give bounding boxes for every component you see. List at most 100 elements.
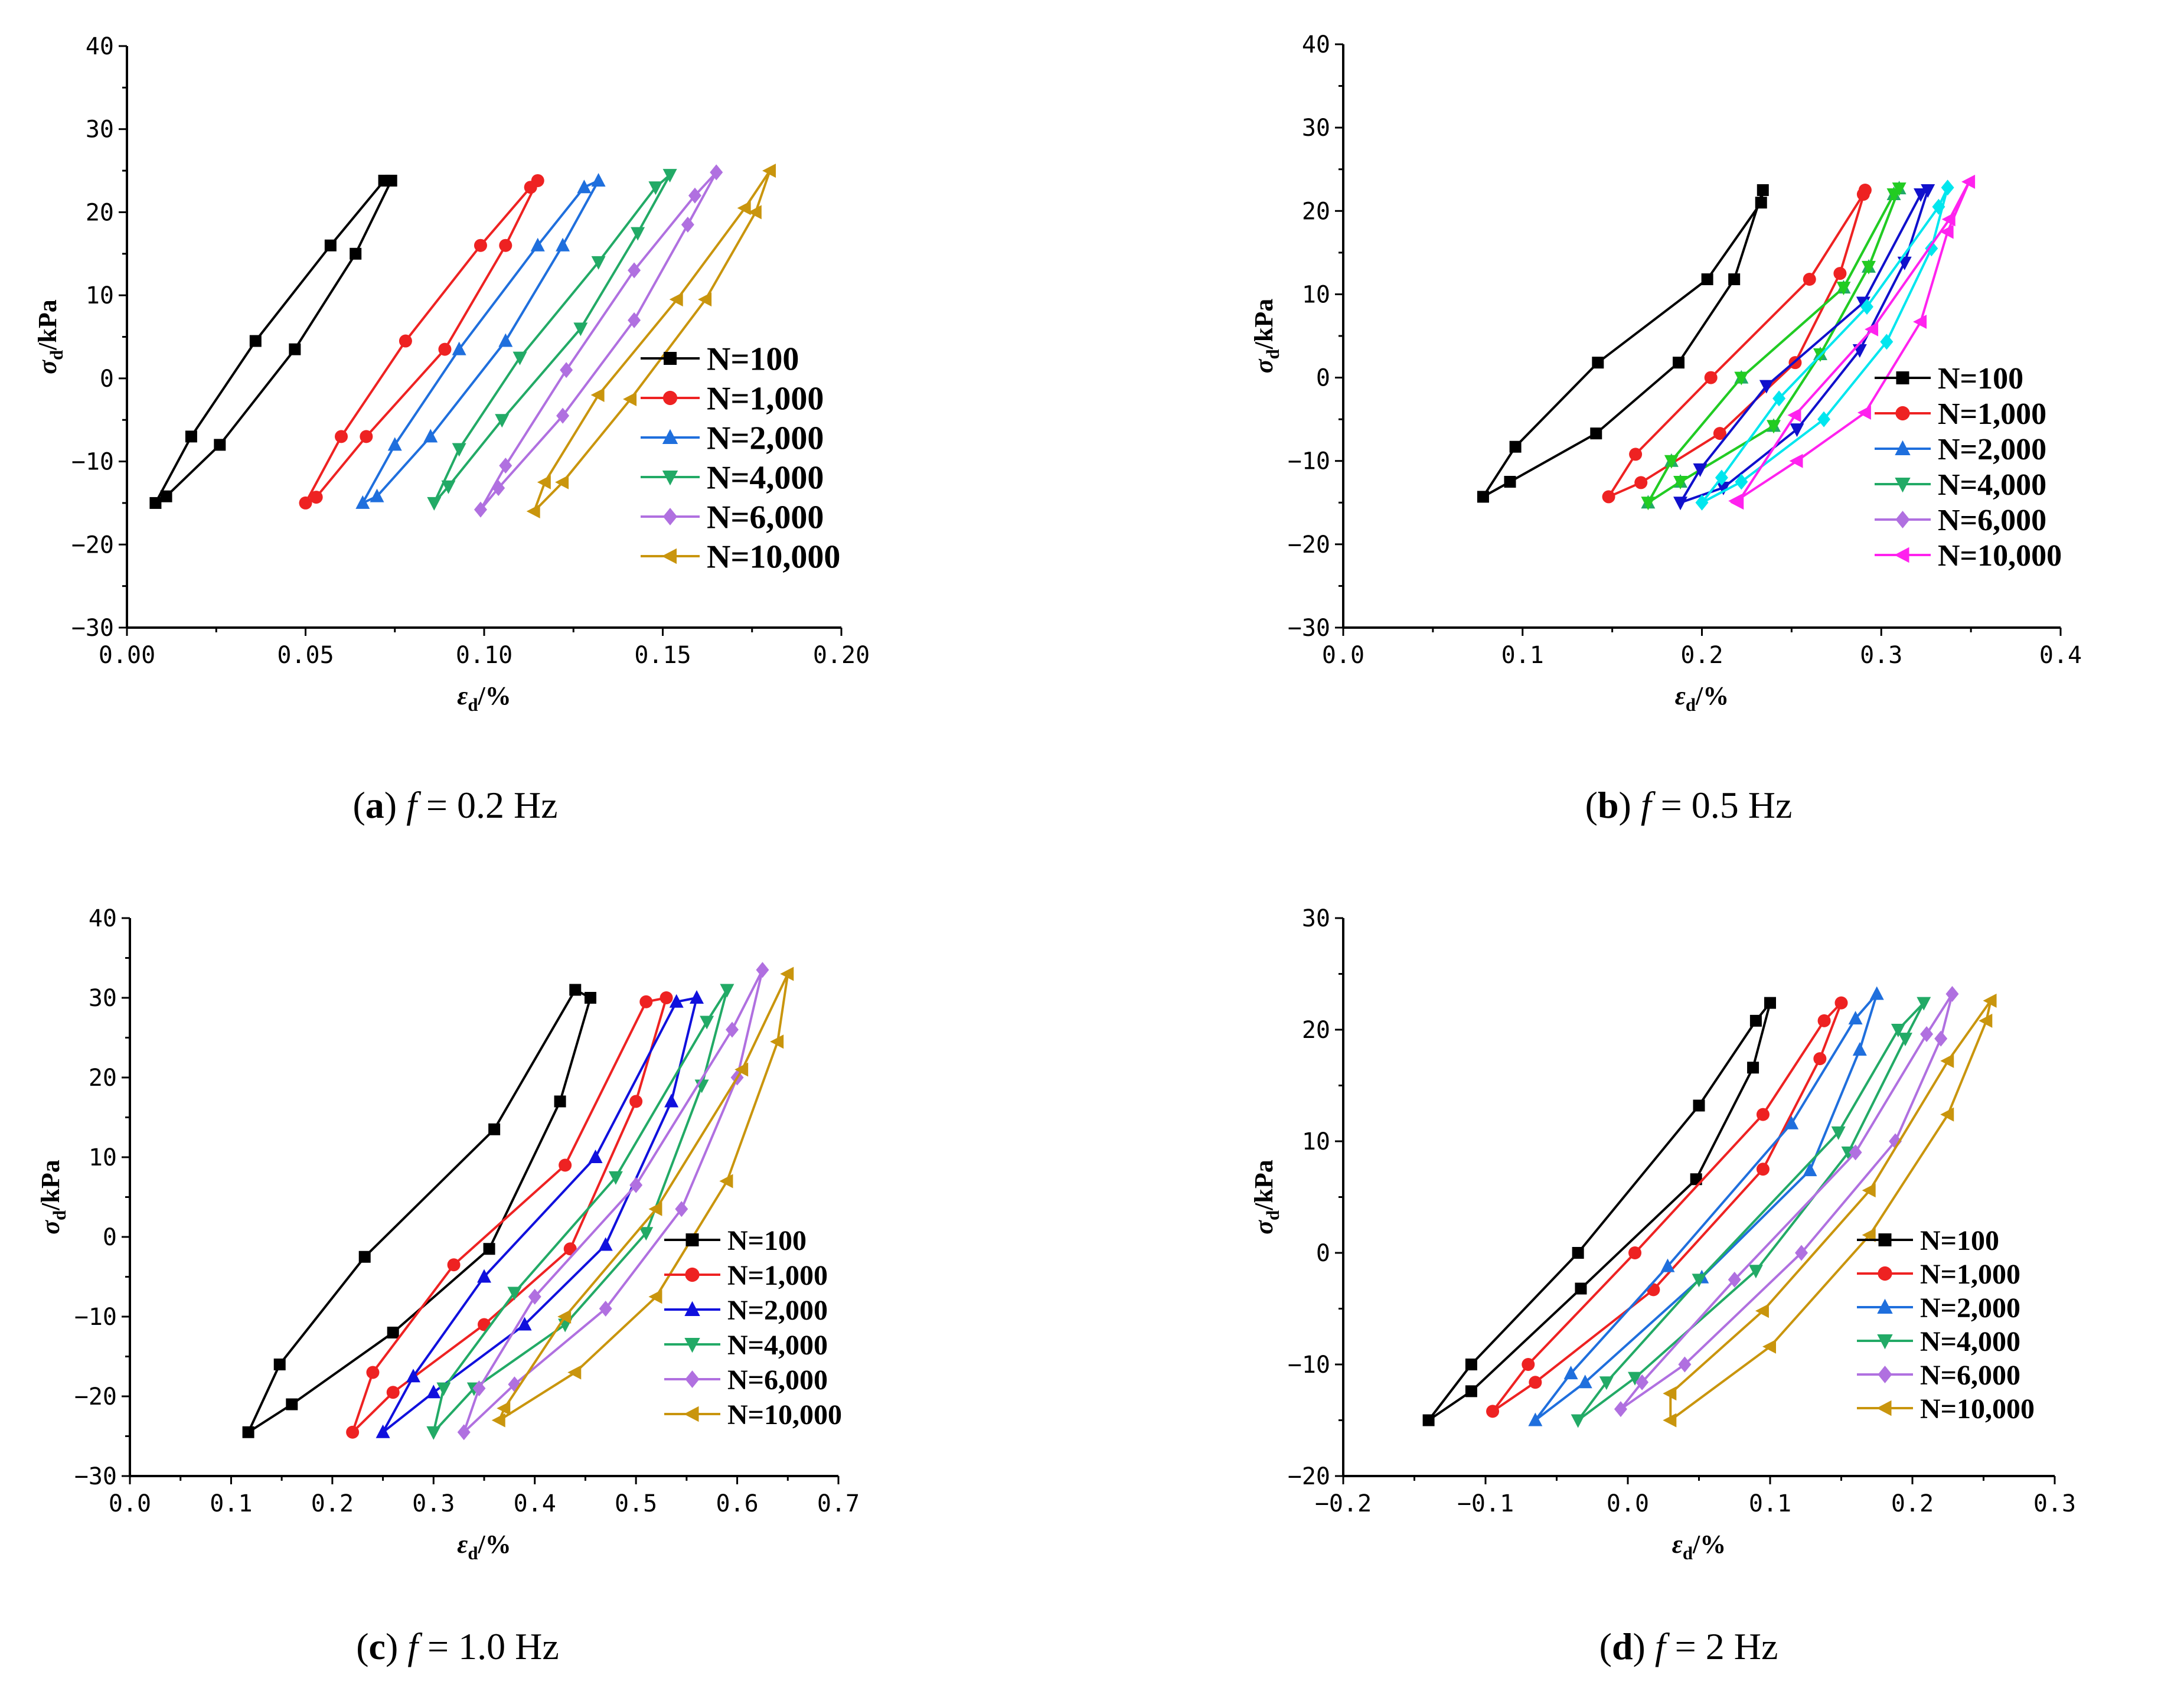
data-point <box>289 343 301 355</box>
legend-item: N=100 <box>664 1225 807 1256</box>
data-point <box>1862 1183 1876 1198</box>
data-point <box>1979 1013 1993 1028</box>
data-point <box>591 172 606 187</box>
data-point <box>1861 260 1876 275</box>
data-point <box>1728 273 1741 286</box>
data-point <box>185 430 197 443</box>
data-point <box>628 312 641 328</box>
data-point <box>1756 1163 1770 1176</box>
legend-item: N=1,000 <box>1875 397 2046 431</box>
data-point <box>1486 1405 1500 1418</box>
data-point <box>447 1258 461 1272</box>
series-4 <box>1571 997 1931 1428</box>
data-point <box>1422 1414 1435 1426</box>
data-point <box>1660 1258 1675 1272</box>
data-point <box>1961 174 1976 189</box>
y-tick-label: 20 <box>1302 198 1330 225</box>
series-2 <box>346 991 673 1439</box>
data-point <box>441 480 456 494</box>
series-6 <box>491 967 794 1428</box>
data-point <box>423 429 438 443</box>
data-point <box>1914 188 1928 203</box>
legend-label: N=1,000 <box>1938 397 2046 431</box>
x-tick-label: 0.0 <box>109 1490 151 1517</box>
legend-item: N=10,000 <box>664 1399 842 1431</box>
y-tick-label: 0 <box>103 1224 117 1251</box>
data-point <box>426 1385 441 1399</box>
legend-item: N=1,000 <box>1857 1259 2020 1290</box>
y-tick-label: 10 <box>1302 281 1330 308</box>
data-point <box>1892 182 1906 197</box>
data-point <box>499 239 512 252</box>
data-point <box>1920 1026 1934 1043</box>
data-point <box>662 169 677 183</box>
data-point <box>438 342 452 356</box>
data-point <box>309 491 323 504</box>
data-point <box>698 292 712 307</box>
y-tick-label: −20 <box>71 531 114 559</box>
legend-swatch-marker <box>661 548 677 564</box>
y-tick-label: −10 <box>1288 448 1330 475</box>
legend-label: N=2,000 <box>707 420 824 457</box>
x-tick-label: 0.6 <box>716 1490 758 1517</box>
y-tick-label: 0 <box>100 365 114 393</box>
legend-label: N=6,000 <box>707 499 824 536</box>
data-point <box>1941 212 1956 227</box>
data-point <box>1522 1358 1535 1371</box>
data-point <box>286 1398 298 1411</box>
legend-item: N=1,000 <box>664 1260 828 1291</box>
data-point <box>1701 273 1713 286</box>
data-point <box>427 497 442 511</box>
data-point <box>660 991 673 1004</box>
x-tick-label: 0.3 <box>412 1490 455 1517</box>
y-tick-label: −30 <box>74 1463 117 1490</box>
x-tick-label: 0.7 <box>817 1490 860 1517</box>
data-point <box>385 174 397 187</box>
data-point <box>1762 1339 1776 1354</box>
legend-swatch-marker <box>1895 478 1911 493</box>
data-point <box>1663 1413 1677 1428</box>
series-line <box>1428 1001 1771 1422</box>
panel-caption: (b) f = 0.5 Hz <box>1585 784 1793 826</box>
data-point <box>1836 282 1851 296</box>
series-line <box>154 179 393 504</box>
data-point <box>1529 1376 1542 1389</box>
legend-label: N=4,000 <box>1938 468 2046 502</box>
legend-item: N=2,000 <box>664 1295 828 1326</box>
data-point <box>559 1158 572 1172</box>
data-point <box>1755 197 1767 209</box>
legend-item: N=4,000 <box>1875 468 2046 502</box>
data-point <box>1693 1099 1705 1112</box>
data-point <box>1590 427 1602 440</box>
legend-swatch-marker <box>684 1301 700 1316</box>
legend: N=100N=1,000N=2,000N=4,000N=6,000N=10,00… <box>1875 362 2062 573</box>
data-point <box>569 984 582 996</box>
x-tick-label: −0.2 <box>1315 1490 1372 1517</box>
data-point <box>1602 490 1615 504</box>
data-point <box>573 322 588 337</box>
legend-label: N=4,000 <box>1920 1326 2020 1357</box>
data-point <box>497 1401 511 1416</box>
data-point <box>1945 986 1959 1003</box>
legend-swatch-marker <box>1877 1298 1893 1314</box>
series-1 <box>149 174 397 509</box>
data-point <box>720 984 734 998</box>
legend-swatch-marker <box>685 1233 699 1246</box>
legend-label: N=100 <box>1938 362 2023 396</box>
legend-item: N=4,000 <box>1857 1326 2020 1357</box>
legend-item: N=2,000 <box>641 420 824 457</box>
series-1 <box>1477 184 1769 503</box>
data-point <box>1628 1372 1643 1386</box>
legend-item: N=6,000 <box>641 499 824 536</box>
series-2 <box>299 174 544 510</box>
data-point <box>1728 1271 1741 1288</box>
data-point <box>299 496 312 510</box>
data-point <box>639 1227 654 1241</box>
data-point <box>1869 986 1884 1000</box>
data-point <box>1764 997 1776 1009</box>
data-point <box>528 1288 541 1305</box>
data-point <box>1635 1374 1649 1390</box>
data-point <box>648 1289 662 1304</box>
y-tick-label: 30 <box>89 985 117 1012</box>
series-7 <box>1728 174 1976 510</box>
